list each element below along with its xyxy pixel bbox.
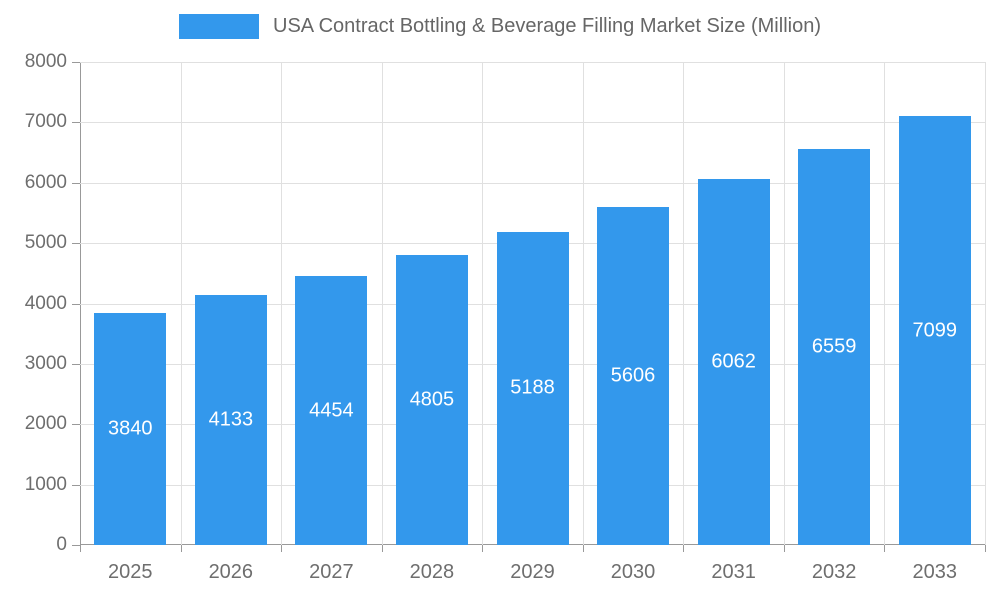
h-gridline	[80, 182, 985, 184]
bar-value-label: 7099	[912, 319, 957, 342]
bar[interactable]: 7099	[898, 116, 971, 545]
v-gridline	[783, 62, 785, 545]
y-axis-tick	[72, 243, 80, 245]
y-axis-tick	[72, 62, 80, 63]
bar-value-label: 4805	[409, 388, 455, 411]
x-tick-label: 2032	[811, 561, 857, 583]
y-axis-tick	[72, 303, 80, 305]
x-tick-label: 2033	[912, 561, 957, 583]
x-axis-tick	[582, 545, 584, 552]
plot-area: 0 1000 2000 3000 4000 5000 6000 7000 8000 3840 202…	[25, 51, 986, 583]
bar[interactable]: 4805	[395, 254, 468, 545]
y-tick-label: 3000	[24, 352, 67, 374]
y-axis-tick	[72, 484, 80, 486]
x-axis-tick	[683, 545, 685, 552]
v-gridline	[582, 62, 584, 545]
x-tick-label: 2031	[711, 561, 756, 583]
bar-value-label: 6559	[811, 335, 857, 358]
x-axis-tick	[783, 545, 785, 552]
x-tick-label: 2030	[610, 561, 656, 583]
bar[interactable]: 5606	[597, 206, 670, 545]
bar[interactable]: 6062	[697, 179, 770, 545]
x-axis-tick	[180, 545, 182, 552]
v-gridline	[482, 62, 484, 545]
y-axis-tick	[72, 424, 80, 426]
v-gridline	[381, 62, 383, 545]
y-axis-tick	[72, 122, 80, 124]
x-axis-tick	[281, 545, 283, 552]
bar-value-label: 3840	[108, 417, 153, 440]
legend[interactable]: USA Contract Bottling & Beverage Filling…	[0, 14, 1000, 39]
y-tick-label: 2000	[24, 413, 67, 435]
v-gridline	[281, 62, 283, 545]
x-tick-label: 2027	[309, 561, 354, 583]
x-tick-label: 2025	[108, 561, 153, 583]
h-gridline	[80, 62, 985, 63]
x-tick-label: 2028	[409, 561, 455, 583]
v-gridline	[180, 62, 182, 545]
bar[interactable]: 3840	[94, 313, 167, 545]
y-axis-tick	[72, 363, 80, 365]
y-tick-label: 7000	[24, 111, 67, 133]
y-tick-label: 0	[56, 534, 67, 555]
v-gridline	[884, 62, 886, 545]
chart-title: USA Contract Bottling & Beverage Filling…	[273, 15, 821, 37]
y-axis-tick	[72, 545, 80, 546]
y-tick-label: 5000	[24, 232, 67, 254]
x-axis-tick	[482, 545, 484, 552]
bar[interactable]: 6559	[798, 149, 871, 545]
legend-swatch	[179, 14, 259, 39]
bar[interactable]: 5188	[496, 231, 569, 545]
x-axis-tick	[884, 545, 886, 552]
h-gridline	[80, 122, 985, 124]
x-tick-label: 2029	[510, 561, 555, 583]
bar-value-label: 5606	[610, 364, 656, 387]
y-axis-tick	[72, 182, 80, 184]
bar[interactable]: 4454	[295, 276, 368, 545]
bar-value-label: 5188	[510, 376, 555, 399]
y-tick-label: 6000	[24, 171, 67, 193]
x-tick-label: 2026	[208, 561, 254, 583]
v-gridline	[985, 62, 986, 545]
bar-value-label: 4133	[208, 408, 254, 431]
v-gridline	[683, 62, 685, 545]
bar-value-label: 4454	[309, 399, 354, 422]
x-axis-tick	[80, 545, 81, 552]
y-tick-label: 4000	[24, 292, 67, 314]
x-axis-tick	[985, 545, 986, 552]
bar-value-label: 6062	[711, 350, 756, 373]
y-tick-label: 1000	[24, 473, 67, 495]
y-tick-label: 8000	[24, 51, 67, 72]
bar[interactable]: 4133	[194, 295, 267, 545]
x-axis-tick	[381, 545, 383, 552]
